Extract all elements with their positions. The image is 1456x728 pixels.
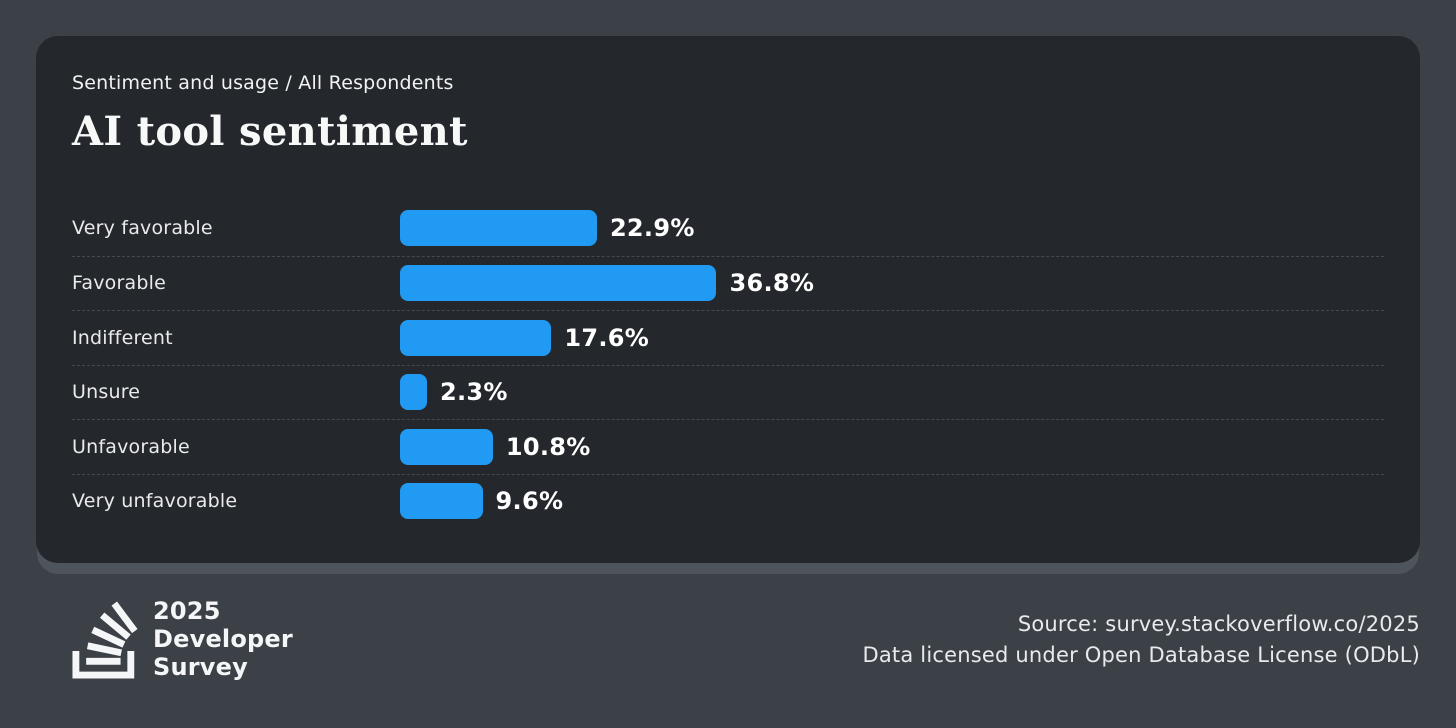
value-label: 9.6%: [495, 487, 564, 516]
breadcrumb: Sentiment and usage / All Respondents: [72, 72, 454, 94]
logo-text: 2025 Developer Survey: [153, 597, 293, 681]
bar: [400, 319, 552, 356]
bar: [400, 428, 493, 465]
page-title: AI tool sentiment: [72, 108, 468, 155]
value-label: 2.3%: [440, 378, 508, 407]
chart-row: Very unfavorable 9.6%: [72, 473, 1384, 529]
category-label: Unsure: [72, 381, 141, 404]
license-line: Data licensed under Open Database Licens…: [862, 643, 1420, 667]
bar: [400, 210, 597, 247]
value-label: 22.9%: [609, 214, 695, 243]
value-label: 10.8%: [505, 432, 591, 461]
value-label: 17.6%: [564, 323, 650, 352]
chart-row: Unfavorable 10.8%: [72, 419, 1384, 474]
logo-line-survey: Survey: [153, 652, 248, 681]
stackoverflow-logo-icon: [72, 596, 138, 684]
bar: [400, 374, 427, 411]
category-label: Favorable: [72, 272, 166, 295]
chart-row: Unsure 2.3%: [72, 364, 1384, 420]
stackoverflow-logo: 2025 Developer Survey: [72, 596, 293, 684]
chart-row: Favorable 36.8%: [72, 255, 1384, 311]
category-label: Very unfavorable: [72, 490, 238, 513]
bar: [400, 265, 717, 302]
value-label: 36.8%: [729, 269, 815, 298]
chart-row: Indifferent 17.6%: [72, 310, 1384, 365]
category-label: Indifferent: [72, 326, 173, 349]
source-attribution: Source: survey.stackoverflow.co/2025 Dat…: [862, 609, 1420, 672]
chart-card: Sentiment and usage / All Respondents AI…: [36, 36, 1420, 563]
bar: [400, 483, 483, 520]
logo-line-developer: Developer: [153, 625, 293, 654]
footer: 2025 Developer Survey Source: survey.sta…: [36, 596, 1420, 684]
source-line: Source: survey.stackoverflow.co/2025: [1017, 611, 1420, 636]
bar-chart: Very favorable 22.9% Favorable 36.8% Ind…: [72, 201, 1384, 528]
logo-line-year: 2025: [153, 597, 221, 626]
category-label: Unfavorable: [72, 435, 190, 458]
category-label: Very favorable: [72, 217, 213, 240]
chart-row: Very favorable 22.9%: [72, 201, 1384, 256]
